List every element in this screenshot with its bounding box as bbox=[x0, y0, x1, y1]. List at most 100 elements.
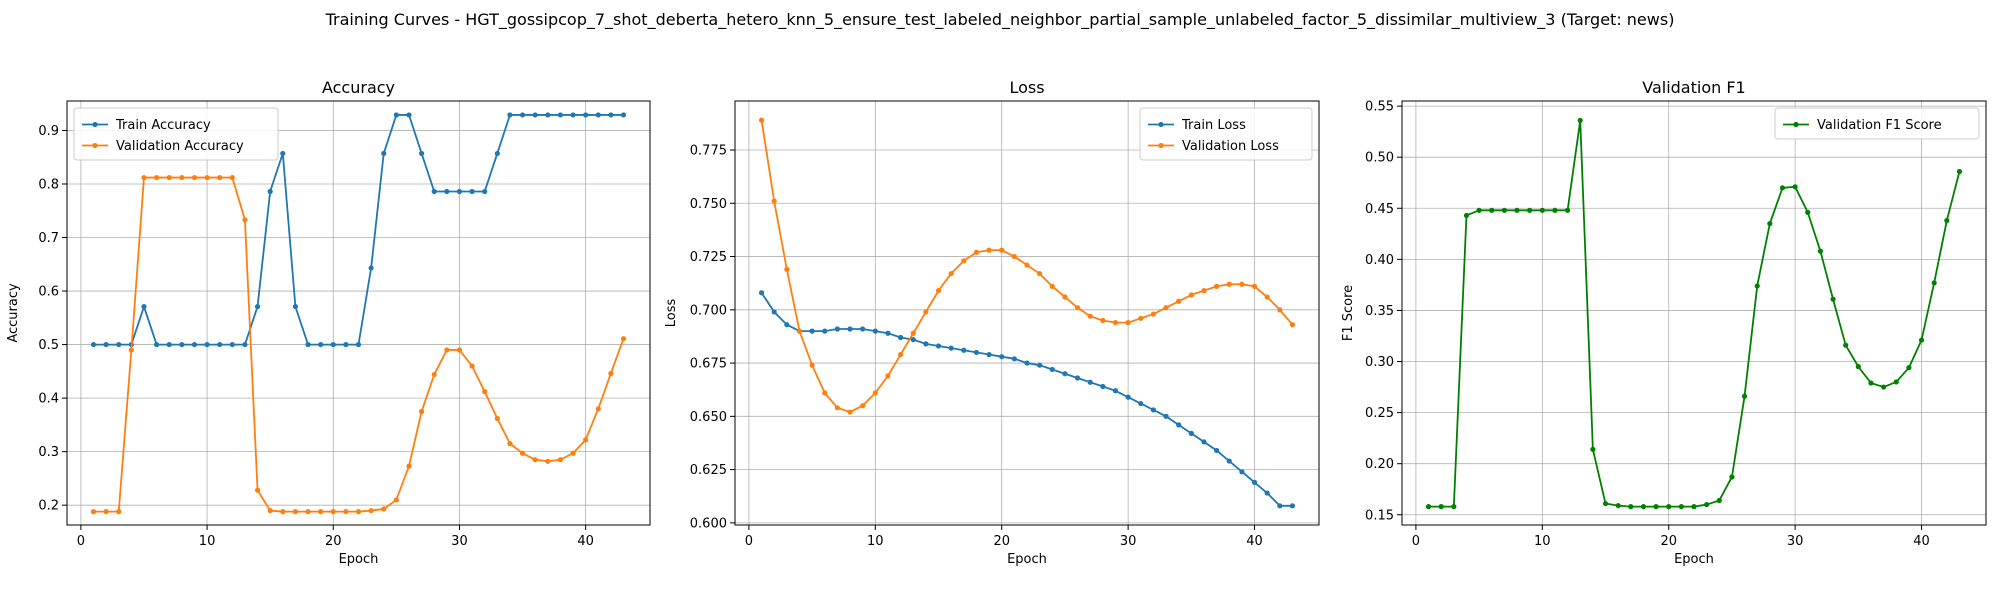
data-point bbox=[1956, 168, 1963, 175]
data-point bbox=[1792, 184, 1798, 190]
y-tick-label: 0.55 bbox=[1365, 100, 1394, 115]
data-point bbox=[1855, 364, 1861, 370]
y-tick-label: 0.6 bbox=[38, 285, 59, 300]
data-point bbox=[758, 290, 765, 296]
x-tick-label: 10 bbox=[199, 534, 216, 549]
data-point bbox=[431, 371, 437, 378]
y-tick-label: 0.9 bbox=[38, 124, 59, 139]
y-tick-label: 0.750 bbox=[690, 197, 727, 212]
data-point bbox=[570, 112, 576, 118]
data-point bbox=[1100, 383, 1106, 390]
data-point bbox=[796, 328, 803, 334]
data-point bbox=[1704, 501, 1710, 508]
data-point bbox=[1049, 283, 1055, 289]
data-point bbox=[847, 409, 853, 415]
y-tick-label: 0.4 bbox=[38, 392, 59, 407]
data-point bbox=[1906, 365, 1912, 371]
data-point bbox=[242, 217, 248, 223]
data-point bbox=[620, 336, 627, 342]
chart-title: Validation F1 bbox=[1642, 78, 1745, 97]
data-point bbox=[1615, 502, 1621, 509]
data-point bbox=[923, 309, 929, 315]
chart-panel-1: 0 10 20 30 40 0.2 0.3 0.4 0.5 0.6 0.7 0.8 0.9 Accurac… bbox=[6, 78, 651, 567]
data-point bbox=[90, 341, 97, 348]
x-tick-label: 30 bbox=[1787, 534, 1804, 549]
data-point bbox=[1062, 371, 1068, 377]
data-point bbox=[191, 174, 198, 181]
data-point bbox=[1425, 504, 1432, 510]
data-point bbox=[267, 188, 273, 195]
data-point bbox=[1024, 262, 1030, 268]
data-point bbox=[910, 337, 916, 343]
data-point bbox=[381, 506, 387, 512]
legend-swatch-marker bbox=[92, 121, 98, 128]
data-point bbox=[1214, 447, 1220, 454]
x-tick-label: 40 bbox=[1913, 534, 1930, 549]
data-point bbox=[116, 509, 122, 515]
data-point bbox=[1564, 207, 1571, 213]
y-tick-label: 0.700 bbox=[690, 303, 727, 318]
data-point bbox=[418, 408, 425, 415]
data-point bbox=[999, 247, 1005, 253]
data-point bbox=[128, 347, 134, 353]
axes-frame bbox=[734, 100, 1320, 526]
y-tick-label: 0.20 bbox=[1365, 457, 1394, 472]
data-point bbox=[1011, 253, 1017, 260]
data-point bbox=[1678, 504, 1684, 510]
y-tick-label: 0.3 bbox=[38, 445, 59, 460]
data-point bbox=[469, 188, 475, 195]
data-point bbox=[595, 406, 601, 412]
data-point bbox=[860, 403, 866, 409]
data-point bbox=[393, 497, 399, 503]
data-point bbox=[1602, 500, 1609, 507]
x-axis-label: Epoch bbox=[1007, 552, 1047, 567]
data-point bbox=[381, 150, 387, 157]
x-tick-label: 40 bbox=[1246, 534, 1263, 549]
x-tick-label: 0 bbox=[77, 534, 85, 549]
chart-panels: 0 10 20 30 40 0.2 0.3 0.4 0.5 0.6 0.7 0.8 0.9 Accurac… bbox=[6, 78, 1987, 567]
data-point bbox=[809, 362, 815, 368]
x-tick-label: 10 bbox=[867, 534, 884, 549]
data-point bbox=[1100, 317, 1106, 324]
data-point bbox=[1251, 479, 1258, 485]
data-point bbox=[1881, 384, 1887, 390]
y-tick-label: 0.50 bbox=[1365, 151, 1394, 166]
x-tick-label: 0 bbox=[1412, 534, 1420, 549]
data-point bbox=[1188, 292, 1194, 298]
legend-box bbox=[1774, 107, 1980, 140]
data-point bbox=[1666, 504, 1672, 510]
data-point bbox=[519, 450, 526, 456]
data-point bbox=[406, 112, 412, 118]
data-point bbox=[1931, 280, 1937, 286]
data-point bbox=[583, 112, 589, 118]
y-tick-label: 0.5 bbox=[38, 338, 59, 353]
data-point bbox=[1754, 283, 1760, 289]
data-point bbox=[406, 463, 412, 469]
data-point bbox=[1438, 504, 1444, 510]
axes-frame bbox=[66, 100, 651, 526]
y-tick-label: 0.775 bbox=[690, 144, 727, 159]
data-point bbox=[456, 188, 463, 195]
data-point bbox=[217, 341, 223, 348]
data-point bbox=[343, 341, 349, 348]
data-point bbox=[469, 363, 475, 369]
y-tick-label: 0.600 bbox=[690, 516, 727, 531]
legend-entry-label: Validation Loss bbox=[1182, 139, 1279, 154]
data-point bbox=[482, 188, 488, 195]
data-point bbox=[1277, 503, 1283, 509]
data-point bbox=[431, 188, 437, 195]
data-point bbox=[570, 450, 576, 456]
data-point bbox=[1188, 430, 1194, 436]
data-point bbox=[1150, 311, 1157, 317]
data-point bbox=[1264, 294, 1270, 300]
data-point bbox=[961, 347, 967, 353]
data-point bbox=[557, 457, 564, 463]
data-point bbox=[292, 303, 299, 310]
data-point bbox=[494, 150, 500, 157]
data-point bbox=[368, 265, 374, 271]
x-tick-label: 30 bbox=[1120, 534, 1137, 549]
data-point bbox=[1527, 207, 1533, 213]
data-point bbox=[166, 174, 172, 181]
data-point bbox=[1087, 313, 1093, 319]
data-point bbox=[229, 341, 235, 348]
